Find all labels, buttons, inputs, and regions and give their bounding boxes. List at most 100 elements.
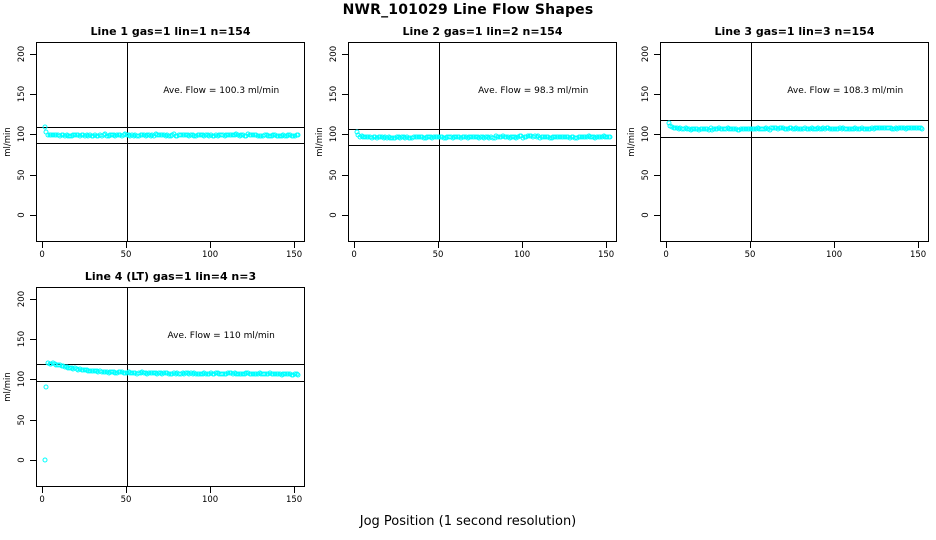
x-tick-mark — [522, 242, 524, 248]
y-tick-mark — [30, 379, 36, 381]
x-tick-label: 100 — [825, 250, 843, 260]
x-tick-mark — [42, 487, 44, 493]
x-tick-mark — [666, 242, 668, 248]
data-point — [607, 134, 613, 140]
outlier-point — [43, 384, 49, 390]
x-tick-label: 50 — [120, 250, 132, 260]
upper-ref-line — [349, 128, 616, 130]
y-tick-label: 0 — [641, 211, 651, 218]
vertical-ref-line — [751, 43, 753, 241]
y-tick-mark — [30, 459, 36, 461]
x-tick-label: 0 — [663, 250, 669, 260]
x-tick-mark — [42, 242, 44, 248]
x-tick-mark — [210, 242, 212, 248]
y-tick-label: 50 — [329, 169, 339, 180]
y-tick-label: 150 — [17, 331, 27, 348]
y-tick-mark — [654, 94, 660, 96]
y-tick-label: 200 — [329, 45, 339, 63]
y-tick-mark — [30, 174, 36, 176]
ave-flow-label: Ave. Flow = 100.3 ml/min — [163, 86, 280, 97]
x-tick-label: 150 — [285, 495, 303, 505]
ave-flow-label: Ave. Flow = 110 ml/min — [167, 331, 275, 342]
x-tick-mark — [294, 242, 296, 248]
data-point — [295, 372, 301, 378]
y-axis-label: ml/min — [315, 127, 325, 157]
y-tick-mark — [654, 174, 660, 176]
ave-flow-label: Ave. Flow = 98.3 ml/min — [478, 86, 589, 97]
x-tick-mark — [438, 242, 440, 248]
y-tick-mark — [30, 134, 36, 136]
data-point — [295, 132, 301, 138]
y-axis-label: ml/min — [3, 127, 13, 157]
y-tick-label: 100 — [641, 126, 651, 143]
y-tick-mark — [342, 134, 348, 136]
y-tick-mark — [30, 419, 36, 421]
x-tick-label: 150 — [909, 250, 927, 260]
y-tick-label: 150 — [641, 86, 651, 103]
ave-flow-label: Ave. Flow = 108.3 ml/min — [787, 86, 904, 97]
y-tick-mark — [342, 174, 348, 176]
y-tick-mark — [342, 54, 348, 56]
x-tick-mark — [354, 242, 356, 248]
x-axis-label: Jog Position (1 second resolution) — [359, 514, 577, 529]
y-tick-label: 200 — [641, 45, 651, 63]
y-tick-mark — [654, 214, 660, 216]
x-tick-label: 0 — [39, 495, 45, 505]
plot-box: Ave. Flow = 100.3 ml/min — [36, 42, 305, 242]
y-tick-mark — [654, 54, 660, 56]
y-tick-label: 100 — [329, 126, 339, 143]
lower-ref-line — [349, 144, 616, 146]
figure-title: NWR_101029 Line Flow Shapes — [342, 2, 594, 18]
y-tick-mark — [654, 134, 660, 136]
panel-title: Line 3 gas=1 lin=3 n=154 — [714, 25, 875, 38]
x-tick-label: 100 — [513, 250, 531, 260]
outlier-point — [42, 457, 48, 463]
plot-box: Ave. Flow = 110 ml/min — [36, 287, 305, 487]
x-tick-label: 0 — [39, 250, 45, 260]
x-tick-label: 150 — [285, 250, 303, 260]
vertical-ref-line — [127, 43, 129, 241]
panel-title: Line 4 (LT) gas=1 lin=4 n=3 — [84, 270, 257, 283]
x-tick-mark — [606, 242, 608, 248]
panel-title: Line 1 gas=1 lin=1 n=154 — [90, 25, 251, 38]
vertical-ref-line — [439, 43, 441, 241]
data-point — [919, 126, 925, 132]
y-tick-label: 50 — [17, 414, 27, 425]
y-tick-label: 0 — [17, 456, 27, 463]
x-tick-mark — [126, 487, 128, 493]
y-axis-label: ml/min — [627, 127, 637, 157]
y-tick-label: 150 — [17, 86, 27, 103]
y-axis-label: ml/min — [3, 372, 13, 402]
x-tick-label: 100 — [201, 495, 219, 505]
x-tick-label: 50 — [120, 495, 132, 505]
x-tick-mark — [750, 242, 752, 248]
y-tick-label: 200 — [17, 290, 27, 308]
y-tick-label: 50 — [641, 169, 651, 180]
y-tick-mark — [30, 339, 36, 341]
y-tick-label: 150 — [329, 86, 339, 103]
plot-box: Ave. Flow = 108.3 ml/min — [660, 42, 929, 242]
lower-ref-line — [37, 381, 304, 383]
y-tick-label: 0 — [17, 211, 27, 218]
data-point — [42, 124, 48, 130]
upper-ref-line — [37, 363, 304, 365]
y-tick-label: 100 — [17, 371, 27, 388]
upper-ref-line — [37, 127, 304, 129]
y-tick-mark — [342, 214, 348, 216]
y-tick-label: 50 — [17, 169, 27, 180]
x-tick-mark — [294, 487, 296, 493]
x-tick-label: 150 — [597, 250, 615, 260]
y-tick-label: 100 — [17, 126, 27, 143]
x-tick-label: 50 — [744, 250, 756, 260]
lower-ref-line — [661, 137, 928, 139]
y-tick-mark — [30, 214, 36, 216]
x-tick-mark — [126, 242, 128, 248]
y-tick-label: 200 — [17, 45, 27, 63]
plot-box: Ave. Flow = 98.3 ml/min — [348, 42, 617, 242]
x-tick-mark — [834, 242, 836, 248]
vertical-ref-line — [127, 288, 129, 486]
panel-title: Line 2 gas=1 lin=2 n=154 — [402, 25, 563, 38]
lower-ref-line — [37, 143, 304, 145]
x-tick-label: 0 — [351, 250, 357, 260]
